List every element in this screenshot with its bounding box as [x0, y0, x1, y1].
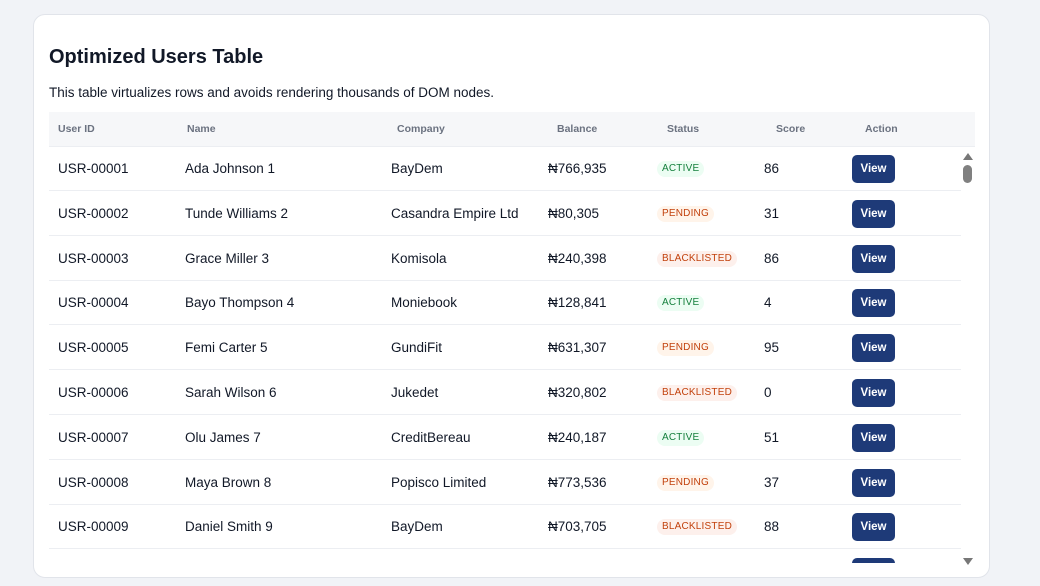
score-cell: 31 [764, 205, 780, 221]
view-button[interactable]: View [852, 155, 895, 183]
name-cell: Grace Miller 3 [185, 250, 270, 266]
name-cell: Femi Carter 5 [185, 340, 268, 356]
balance-cell: ₦128,841 [548, 295, 607, 311]
column-header-user-id: User ID [58, 123, 95, 135]
user-id-cell: USR-00007 [58, 429, 129, 445]
company-cell: Moniebook [391, 295, 458, 311]
score-cell: 95 [764, 340, 780, 356]
table-row: USR-00006 Sarah Wilson 6 Jukedet ₦320,802 BL… [49, 371, 961, 415]
status-badge: BLACKLISTED [657, 519, 738, 536]
scrollbar-thumb[interactable] [963, 165, 972, 183]
name-cell: Ada Johnson 1 [185, 161, 276, 176]
table-row: USR-00001 Ada Johnson 1 BayDem ₦766,935 ACTI… [49, 147, 961, 191]
view-button[interactable] [852, 558, 895, 563]
table-row: USR-00004 Bayo Thompson 4 Moniebook ₦128,84… [49, 281, 961, 326]
score-cell: 86 [764, 250, 780, 266]
balance-cell: ₦240,187 [548, 429, 607, 445]
table-header: User ID Name Company Balance Status Scor… [49, 112, 975, 147]
user-id-cell: USR-00004 [58, 295, 129, 311]
user-id-cell: USR-00001 [58, 161, 129, 176]
status-badge: PENDING [657, 474, 714, 491]
score-cell: 37 [764, 474, 780, 490]
column-header-score: Score [776, 123, 806, 135]
name-cell: Sarah Wilson 6 [185, 385, 277, 400]
score-cell: 51 [764, 429, 780, 445]
status-badge: ACTIVE [657, 295, 705, 312]
company-cell: BayDem [391, 161, 443, 176]
page-subtitle: This table virtualizes rows and avoids r… [49, 85, 494, 100]
view-button[interactable]: View [852, 379, 895, 407]
column-header-name: Name [187, 123, 216, 135]
view-button[interactable]: View [852, 199, 895, 228]
table-row: USR-00002 Tunde Williams 2 Casandra Empire… [49, 192, 961, 236]
view-button[interactable]: View [852, 289, 895, 318]
name-cell: Tunde Williams 2 [185, 205, 289, 221]
score-cell: 88 [764, 519, 780, 535]
table-scrollbar[interactable] [961, 147, 975, 565]
view-button[interactable]: View [852, 513, 895, 542]
status-badge: PENDING [657, 205, 714, 222]
status-badge: PENDING [657, 340, 714, 357]
table-row: USR-00009 Daniel Smith 9 BayDem ₦703,705 BLA… [49, 505, 961, 550]
status-badge: ACTIVE [657, 429, 705, 446]
score-cell: 0 [764, 385, 772, 400]
status-badge: BLACKLISTED [657, 250, 738, 267]
user-id-cell: USR-00006 [58, 385, 129, 400]
balance-cell: ₦240,398 [548, 250, 607, 266]
balance-cell: ₦80,305 [548, 205, 600, 221]
name-cell: Bayo Thompson 4 [185, 295, 295, 311]
table-body-viewport[interactable]: USR-00001 Ada Johnson 1 BayDem ₦766,935 ACTI… [49, 147, 961, 563]
scroll-down-arrow-icon[interactable] [963, 558, 973, 565]
users-table-card: Optimized Users Table This table virtual… [33, 14, 990, 578]
balance-cell: ₦320,802 [548, 385, 607, 400]
scroll-up-arrow-icon[interactable] [963, 153, 973, 160]
company-cell: Popisco Limited [391, 474, 487, 490]
user-id-cell: USR-00009 [58, 519, 129, 535]
column-header-action: Action [865, 123, 898, 135]
company-cell: CreditBereau [391, 429, 471, 445]
user-id-cell: USR-00002 [58, 205, 129, 221]
balance-cell: ₦766,935 [548, 161, 607, 176]
name-cell: Daniel Smith 9 [185, 519, 273, 535]
user-id-cell: USR-00005 [58, 340, 129, 356]
name-cell: Olu James 7 [185, 429, 261, 445]
status-badge: ACTIVE [657, 161, 705, 177]
balance-cell: ₦773,536 [548, 474, 607, 490]
column-header-balance: Balance [557, 123, 598, 135]
balance-cell: ₦703,705 [548, 519, 607, 535]
company-cell: Casandra Empire Ltd [391, 205, 519, 221]
user-id-cell: USR-00008 [58, 474, 129, 490]
company-cell: BayDem [391, 519, 443, 535]
view-button[interactable]: View [852, 468, 895, 497]
column-header-company: Company [397, 123, 445, 135]
status-badge: BLACKLISTED [657, 385, 738, 401]
table-row [49, 550, 961, 563]
company-cell: Komisola [391, 250, 447, 266]
table-row: USR-00008 Maya Brown 8 Popisco Limited ₦773… [49, 461, 961, 505]
view-button[interactable]: View [852, 423, 895, 452]
table-row: USR-00003 Grace Miller 3 Komisola ₦240,398 B… [49, 237, 961, 281]
view-button[interactable]: View [852, 244, 895, 273]
user-id-cell: USR-00003 [58, 250, 129, 266]
table-row: USR-00005 Femi Carter 5 GundiFit ₦631,307 PE… [49, 326, 961, 371]
score-cell: 86 [764, 161, 780, 176]
balance-cell: ₦631,307 [548, 340, 607, 356]
view-button[interactable]: View [852, 334, 895, 363]
page-title: Optimized Users Table [49, 46, 264, 68]
company-cell: GundiFit [391, 340, 443, 356]
table-row: USR-00007 Olu James 7 CreditBereau ₦240,187… [49, 416, 961, 460]
name-cell: Maya Brown 8 [185, 474, 272, 490]
company-cell: Jukedet [391, 385, 439, 400]
column-header-status: Status [667, 123, 700, 135]
score-cell: 4 [764, 295, 772, 311]
